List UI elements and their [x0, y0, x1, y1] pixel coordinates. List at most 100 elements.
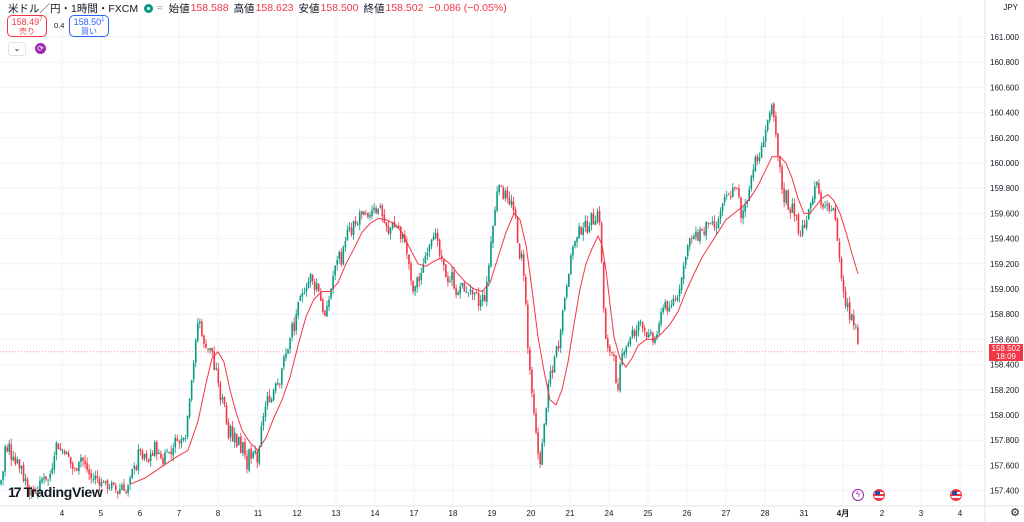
- candle-body: [104, 480, 107, 483]
- candle: [494, 206, 496, 227]
- candle: [252, 450, 254, 459]
- candle-body: [371, 210, 373, 217]
- candle: [420, 267, 423, 286]
- candle: [488, 262, 490, 287]
- candle-body: [584, 220, 587, 228]
- candle-body: [459, 286, 461, 294]
- candle: [481, 290, 484, 306]
- candle: [272, 388, 275, 402]
- candle-body: [205, 343, 207, 348]
- buy-button[interactable]: 158.501 買い: [69, 15, 109, 37]
- time-axis[interactable]: 4 5 6 7 8 11 12 13 14 17 18 19 20 21 24 25 26 27 28 31 4月 2 3 4: [0, 505, 1024, 518]
- bar-countdown: 18:09: [995, 352, 1017, 362]
- chevron-down-icon[interactable]: ⌄: [8, 42, 26, 56]
- candle: [725, 190, 728, 200]
- candle: [619, 361, 621, 393]
- candle: [719, 207, 722, 225]
- y-tick-label: 159.800: [990, 184, 1019, 193]
- x-tick-label: 6: [138, 509, 143, 518]
- candle-body: [45, 476, 47, 480]
- y-tick-label: 160.000: [990, 159, 1019, 168]
- candle: [322, 297, 324, 315]
- candle: [455, 284, 457, 299]
- candle: [233, 427, 236, 449]
- candle-body: [535, 413, 537, 433]
- candle-body: [832, 208, 835, 211]
- candle-body: [609, 346, 611, 352]
- candle: [250, 445, 252, 464]
- x-tick-label: 4: [60, 509, 65, 518]
- open-value: 158.588: [190, 2, 229, 14]
- candle: [664, 299, 666, 311]
- symbol-title[interactable]: 米ドル／円・1時間・FXCM: [8, 2, 139, 15]
- candle: [676, 295, 679, 302]
- candle-body: [680, 277, 683, 291]
- currency-label[interactable]: JPY: [1003, 3, 1018, 12]
- x-tick-label: 8: [216, 509, 221, 518]
- candle: [346, 225, 349, 242]
- candle-body: [16, 459, 19, 463]
- candle-body: [340, 252, 343, 265]
- sell-button[interactable]: 158.497 売り: [7, 15, 47, 37]
- candle: [779, 155, 781, 173]
- candle: [295, 309, 297, 335]
- candle: [358, 209, 361, 231]
- price-axis[interactable]: 161.000 160.800 160.600 160.400 160.200 160.0…: [984, 0, 1019, 522]
- candle-body: [354, 221, 357, 225]
- candle-body: [307, 281, 310, 289]
- lightning-icon[interactable]: ϟ: [852, 489, 864, 501]
- green-dot-icon: [144, 3, 154, 13]
- candle: [857, 324, 859, 346]
- candle-body: [826, 203, 828, 206]
- candle-body: [125, 491, 127, 493]
- us-flag-icon[interactable]: [873, 489, 885, 501]
- candle-body: [818, 183, 820, 194]
- candle: [320, 288, 322, 301]
- candle: [260, 421, 263, 448]
- candle-body: [248, 449, 250, 471]
- candle: [240, 432, 242, 454]
- candle-body: [59, 448, 62, 451]
- candle-body: [229, 426, 232, 438]
- candle-body: [516, 216, 519, 243]
- candle: [805, 216, 808, 231]
- candle-body: [270, 399, 273, 403]
- candle-body: [471, 290, 474, 295]
- candle: [110, 480, 113, 492]
- candle: [293, 317, 295, 336]
- candle: [162, 454, 164, 466]
- candle: [801, 219, 804, 238]
- cycle-icon[interactable]: ⟳: [35, 43, 46, 54]
- candle-body: [246, 455, 248, 470]
- candle-body: [645, 332, 648, 338]
- candle: [153, 440, 156, 458]
- candle: [822, 202, 824, 211]
- candle: [434, 228, 437, 240]
- candle-body: [240, 436, 242, 453]
- candle-body: [430, 239, 433, 247]
- candle: [557, 340, 560, 352]
- candle: [834, 203, 837, 221]
- candle-body: [168, 452, 170, 453]
- candle-body: [545, 408, 548, 425]
- x-tick-label: 4: [958, 509, 963, 518]
- candle-body: [580, 226, 582, 235]
- candle: [576, 236, 578, 248]
- candle: [541, 438, 543, 465]
- candle: [561, 309, 564, 336]
- candle-body: [153, 441, 156, 456]
- candle-body: [98, 478, 101, 486]
- candle-body: [789, 209, 792, 213]
- us-flag-icon[interactable]: [950, 489, 962, 501]
- candle: [568, 273, 570, 287]
- candle-body: [539, 452, 541, 465]
- candle: [535, 407, 537, 435]
- candle: [803, 219, 806, 229]
- tradingview-logo[interactable]: 17 TradingView: [8, 484, 103, 500]
- candle-body: [701, 229, 703, 231]
- candle-body: [213, 351, 215, 371]
- candle: [24, 473, 27, 486]
- candle: [791, 197, 794, 213]
- gear-icon[interactable]: ⚙: [1010, 507, 1020, 519]
